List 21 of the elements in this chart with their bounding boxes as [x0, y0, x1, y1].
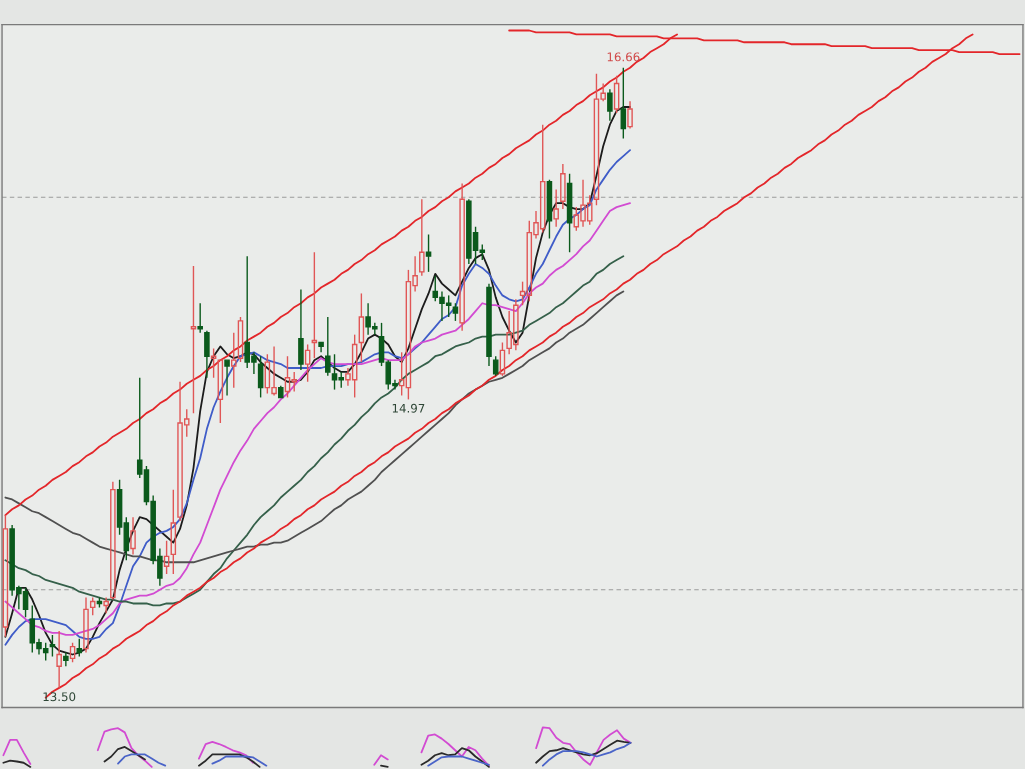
- candlestick: [170, 488, 177, 575]
- candlestick: [459, 182, 465, 332]
- candlestick: [110, 481, 116, 601]
- candlestick: [627, 100, 633, 130]
- candlestick: [130, 516, 136, 556]
- candlestick: [553, 188, 559, 228]
- candlestick: [230, 331, 237, 389]
- candlestick: [607, 88, 613, 122]
- annotation: 14.97: [392, 403, 425, 413]
- candlestick: [197, 302, 203, 334]
- candlestick: [419, 198, 425, 277]
- candlestick: [103, 596, 109, 614]
- candlestick: [560, 163, 566, 210]
- candlestick: [63, 651, 69, 667]
- annotation: 13.50: [43, 692, 76, 702]
- candlestick: [56, 630, 62, 689]
- candlestick: [298, 288, 304, 371]
- candlestick: [358, 292, 365, 363]
- annotation: 16.66: [607, 52, 640, 62]
- candlestick: [83, 596, 89, 654]
- candlestick: [486, 282, 492, 367]
